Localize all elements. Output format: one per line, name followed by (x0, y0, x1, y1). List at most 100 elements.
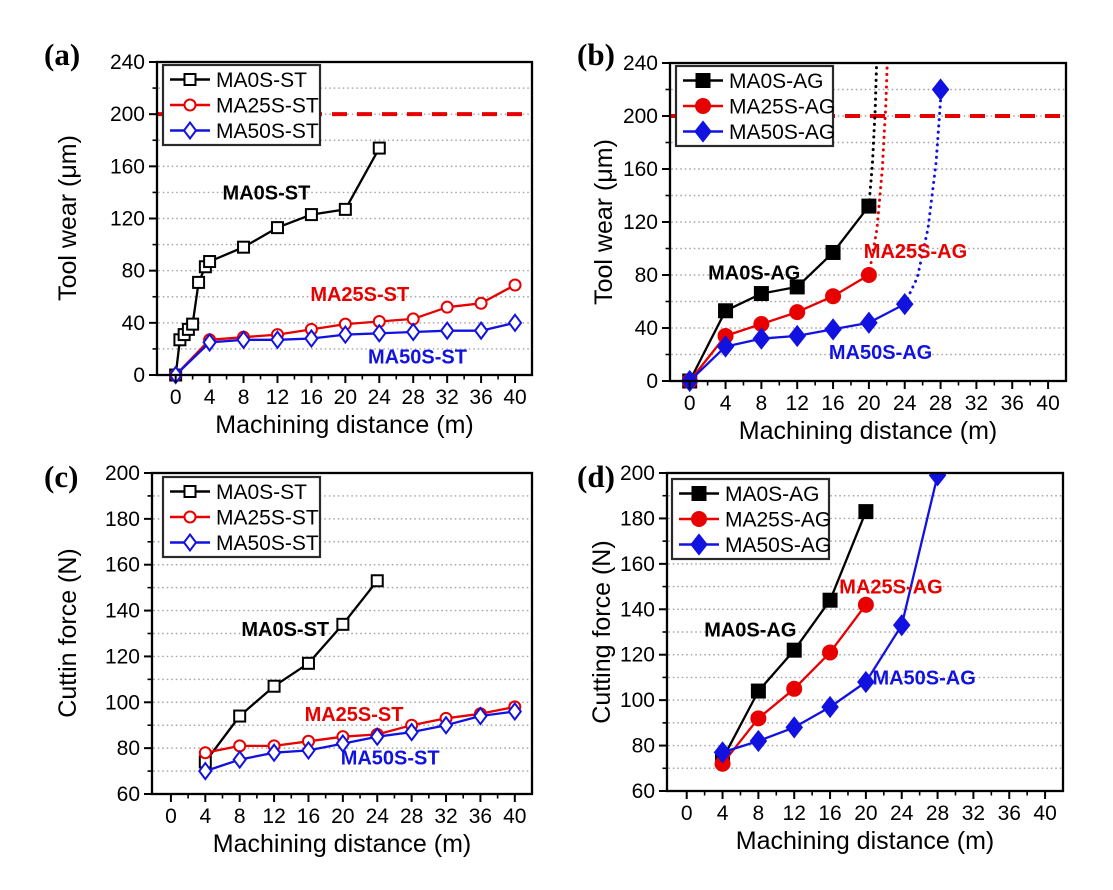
panel-letter-b: (b) (577, 37, 615, 72)
x-tick-label: 36 (469, 805, 492, 828)
series-markers (680, 78, 950, 393)
data-point-marker (338, 324, 353, 345)
annotation-MA25S-ST: MA25S-ST (310, 284, 409, 306)
y-tick-label: 200 (105, 462, 140, 485)
legend-label: MA50S-ST (216, 120, 319, 143)
data-point-marker (203, 255, 217, 269)
y-tick-label: 160 (110, 155, 145, 178)
legend-marker (183, 485, 197, 498)
data-point-marker (233, 709, 247, 723)
series-MA50S-AG (680, 78, 950, 393)
data-point-marker (824, 318, 842, 341)
series-markers (198, 701, 523, 781)
series-layer (168, 141, 523, 385)
data-point-marker (750, 683, 766, 699)
legend-item: MA50S-ST (170, 120, 319, 143)
data-point-marker (304, 328, 319, 349)
legend-item: MA50S-AG (683, 120, 835, 144)
x-tick-label: 8 (238, 386, 250, 409)
x-tick-label: 0 (684, 392, 696, 415)
y-tick-label: 160 (623, 158, 658, 181)
annotation-MA50S-ST: MA50S-ST (368, 347, 467, 369)
legend-item: MA0S-ST (170, 69, 307, 92)
series-MA0S-ST (198, 574, 384, 769)
x-tick-label: 12 (262, 805, 285, 828)
legend-label: MA25S-ST (216, 95, 319, 118)
x-tick-label: 40 (1036, 392, 1059, 415)
x-axis-title: Machining distance (m) (213, 830, 471, 858)
y-tick-label: 160 (105, 554, 140, 577)
x-tick-label: 16 (818, 802, 841, 825)
x-tick-label: 8 (756, 392, 768, 415)
x-axis-title: Machining distance (m) (215, 411, 473, 439)
data-point-marker (825, 288, 842, 305)
y-tick-label: 60 (632, 780, 655, 803)
data-point-marker (440, 300, 454, 314)
data-point-marker (860, 267, 877, 283)
x-tick-label: 32 (962, 802, 985, 825)
x-tick-label: 4 (717, 802, 729, 825)
series-markers (168, 313, 523, 385)
y-tick-label: 60 (117, 783, 140, 806)
data-point-marker (186, 317, 200, 331)
x-tick-label: 4 (199, 805, 211, 828)
data-point-marker (750, 710, 767, 727)
legend-marker (182, 532, 198, 553)
data-point-marker (439, 320, 455, 341)
series-layer (713, 473, 947, 772)
data-point-marker (233, 739, 247, 753)
data-point-marker (713, 741, 732, 764)
data-point-marker (473, 706, 488, 726)
x-tick-label: 32 (435, 386, 458, 409)
annotation-MA0S-AG: MA0S-AG (708, 262, 800, 284)
legend-item: MA25S-ST (170, 507, 319, 530)
data-point-marker (858, 504, 874, 520)
series-layer (680, 63, 950, 393)
legend-marker (183, 510, 197, 524)
legend-item: MA50S-AG (679, 533, 831, 557)
y-tick-label: 200 (110, 103, 145, 126)
data-point-marker (895, 293, 914, 316)
y-tick-label: 80 (632, 735, 655, 758)
annotation-MA50S-ST: MA50S-ST (341, 747, 440, 769)
legend-marker (182, 120, 198, 141)
data-point-marker (372, 141, 386, 155)
y-axis-title: Cutting force (N) (588, 540, 616, 723)
y-tick-label: 120 (110, 208, 145, 231)
panel-d: 0 4 8 12 16 20 24 28 32 36 40 60 80 100 120 140 160 180 20… (577, 459, 1065, 855)
x-tick-label: 28 (400, 805, 423, 828)
x-tick-label: 20 (331, 805, 354, 828)
data-point-marker (473, 320, 489, 341)
x-tick-label: 36 (1001, 392, 1024, 415)
x-tick-label: 24 (368, 386, 392, 409)
annotation-MA0S-AG: MA0S-AG (704, 620, 796, 642)
data-point-marker (789, 304, 806, 321)
y-tick-label: 100 (620, 689, 655, 712)
x-axis: 0 4 8 12 16 20 24 28 32 36 40 (681, 791, 1057, 825)
y-tick-label: 160 (620, 553, 655, 576)
data-point-marker (338, 202, 352, 216)
y-axis-title: Cuttin force (N) (54, 548, 82, 717)
data-point-marker (857, 596, 874, 613)
x-tick-label: 36 (998, 802, 1021, 825)
series-line (204, 710, 515, 773)
x-tick-label: 20 (857, 392, 880, 415)
data-point-marker (752, 327, 771, 350)
legend-item: MA0S-AG (683, 70, 824, 93)
series-MA50S-ST (168, 313, 523, 385)
data-point-marker (507, 313, 523, 333)
legend-label: MA0S-ST (216, 481, 307, 504)
legend-marker (691, 486, 707, 501)
data-point-marker (301, 740, 316, 761)
x-tick-label: 40 (503, 805, 526, 828)
x-tick-label: 8 (234, 805, 246, 828)
legend-item: MA25S-AG (683, 96, 835, 119)
data-point-marker (335, 733, 351, 754)
annotation-MA50S-AG: MA50S-AG (872, 667, 975, 689)
y-tick-label: 120 (620, 644, 655, 667)
annotation-MA25S-ST: MA25S-ST (305, 704, 404, 726)
data-point-marker (267, 679, 281, 693)
